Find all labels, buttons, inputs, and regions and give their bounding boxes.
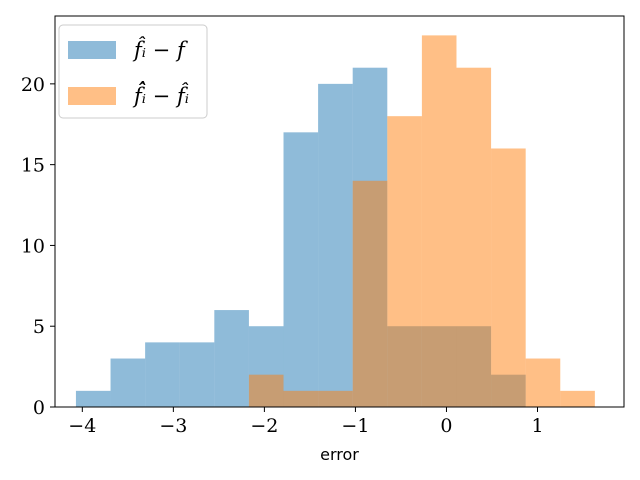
histogram-bar-series-2 — [491, 148, 526, 407]
histogram-bar-series-1 — [179, 342, 215, 407]
histogram-bar-series-1 — [75, 390, 111, 407]
legend-swatch-series-2 — [68, 87, 116, 105]
histogram-bar-series-2 — [560, 390, 595, 407]
histogram-bar-series-2 — [421, 35, 457, 408]
legend: f̂ᵢ − f f̂̂ᵢ − f̂ᵢ — [58, 24, 208, 119]
histogram-bar-series-1 — [318, 83, 353, 408]
plot-frame — [54, 15, 625, 408]
histogram-bar-series-2 — [318, 390, 353, 407]
histogram-bar-series-2 — [248, 374, 284, 407]
legend-label-series-2: f̂̂ᵢ − f̂ᵢ — [132, 81, 189, 108]
histogram-bar-series-2 — [387, 116, 422, 407]
x-tick-label: −4 — [68, 415, 96, 437]
histogram-bar-series-1 — [110, 358, 146, 407]
x-tick-label: 1 — [531, 415, 543, 437]
x-tick-label: −3 — [159, 415, 187, 437]
histogram-bar-series-2 — [352, 180, 388, 407]
histogram-bar-series-1 — [283, 132, 319, 408]
histogram-bar-series-2 — [456, 67, 492, 407]
y-tick-label: 5 — [33, 316, 45, 338]
histogram-bar-series-1 — [214, 310, 249, 407]
histogram-bar-series-1 — [145, 342, 180, 407]
x-tick-label: −1 — [341, 415, 369, 437]
bars-layer — [75, 35, 595, 408]
legend-swatch-series-1 — [68, 41, 116, 59]
histogram-bar-series-2 — [525, 358, 561, 407]
histogram-bar-series-2 — [283, 390, 319, 407]
x-tick-label: 0 — [440, 415, 452, 437]
legend-label-series-1: f̂ᵢ − f — [132, 37, 188, 62]
y-tick-label: 10 — [21, 235, 45, 257]
y-tick-label: 20 — [21, 74, 45, 96]
x-tick-label: −2 — [250, 415, 278, 437]
y-tick-label: 0 — [33, 397, 45, 419]
x-axis-label: error — [320, 445, 359, 464]
y-tick-label: 15 — [21, 155, 45, 177]
